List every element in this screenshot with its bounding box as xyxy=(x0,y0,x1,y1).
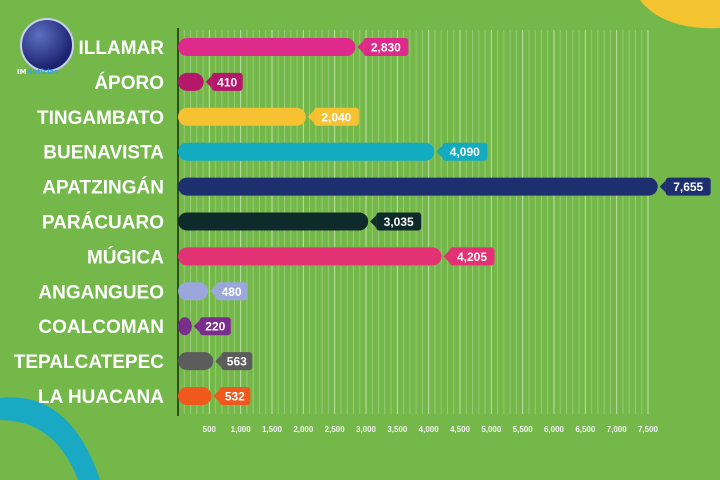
decorative-yellow-shape xyxy=(640,0,720,29)
value-label-pointer xyxy=(659,180,666,193)
bar xyxy=(178,212,369,231)
value-label-box xyxy=(376,212,422,231)
value-label-pointer xyxy=(205,75,212,88)
x-tick-label: 6,000 xyxy=(544,425,565,434)
value-label-box xyxy=(313,107,359,126)
x-tick-label: 4,000 xyxy=(419,425,440,434)
value-label-box xyxy=(442,142,488,161)
decorative-teal-arc xyxy=(0,397,100,480)
value-label-pointer xyxy=(357,41,364,53)
value-label-pointer xyxy=(307,110,314,123)
value-label-box xyxy=(199,317,231,336)
value-label: 4,090 xyxy=(450,145,480,159)
category-label: TINGAMBATO xyxy=(37,108,164,129)
bar xyxy=(178,247,442,266)
value-label: 220 xyxy=(205,320,225,334)
value-label-pointer xyxy=(443,250,450,263)
bar xyxy=(178,72,204,91)
bar xyxy=(178,177,658,196)
logo xyxy=(20,18,74,72)
bar xyxy=(178,352,214,371)
x-tick-label: 500 xyxy=(203,425,217,434)
value-label-box xyxy=(216,282,248,301)
value-label-box xyxy=(665,177,711,196)
value-label-pointer xyxy=(213,390,220,402)
value-label: 3,035 xyxy=(384,215,414,229)
bar xyxy=(178,38,356,56)
value-label-box xyxy=(221,352,253,371)
value-label-box xyxy=(211,72,243,91)
value-label-box xyxy=(363,38,409,56)
x-tick-label: 7,500 xyxy=(638,425,659,434)
category-label: PARÁCUARO xyxy=(42,212,164,234)
category-label: TEPALCATEPEC xyxy=(14,352,165,373)
value-label: 480 xyxy=(222,285,242,299)
value-label-pointer xyxy=(436,145,443,158)
bar xyxy=(178,317,192,336)
value-label: 563 xyxy=(227,355,247,369)
x-tick-label: 4,500 xyxy=(450,425,471,434)
value-label-box xyxy=(219,387,251,405)
value-label-pointer xyxy=(370,215,377,228)
value-label-pointer xyxy=(210,285,217,298)
x-tick-label: 5,500 xyxy=(513,425,534,434)
value-label-box xyxy=(449,247,495,266)
x-tick-label: 3,500 xyxy=(387,425,408,434)
x-tick-label: 2,500 xyxy=(325,425,346,434)
x-tick-label: 2,000 xyxy=(293,425,314,434)
logo-text: IMNoticias xyxy=(17,68,59,76)
category-label: ILLAMAR xyxy=(79,38,165,59)
category-label: APATZINGÁN xyxy=(42,177,164,199)
category-label: LA HUACANA xyxy=(38,387,164,408)
value-label: 410 xyxy=(217,75,237,89)
bar xyxy=(178,142,435,161)
value-label: 4,205 xyxy=(457,250,487,264)
x-tick-label: 7,000 xyxy=(607,425,628,434)
x-tick-label: 6,500 xyxy=(575,425,596,434)
value-label-pointer xyxy=(215,355,222,368)
x-tick-label: 3,000 xyxy=(356,425,377,434)
value-label: 7,655 xyxy=(673,180,703,194)
category-label: COALCOMAN xyxy=(38,317,164,338)
category-label: BUENAVISTA xyxy=(43,143,164,164)
value-label: 2,830 xyxy=(371,41,401,55)
value-label: 532 xyxy=(225,390,245,404)
bar xyxy=(178,282,209,301)
category-label: MÚGICA xyxy=(87,246,164,268)
category-label: ÁPORO xyxy=(94,72,164,94)
x-tick-label: 5,000 xyxy=(481,425,502,434)
x-tick-label: 1,500 xyxy=(262,425,283,434)
bar xyxy=(178,107,306,126)
bar xyxy=(178,387,212,405)
value-label: 2,040 xyxy=(321,110,351,124)
x-tick-label: 1,000 xyxy=(231,425,252,434)
category-label: ANGANGUEO xyxy=(38,282,164,303)
value-label-pointer xyxy=(193,320,200,333)
